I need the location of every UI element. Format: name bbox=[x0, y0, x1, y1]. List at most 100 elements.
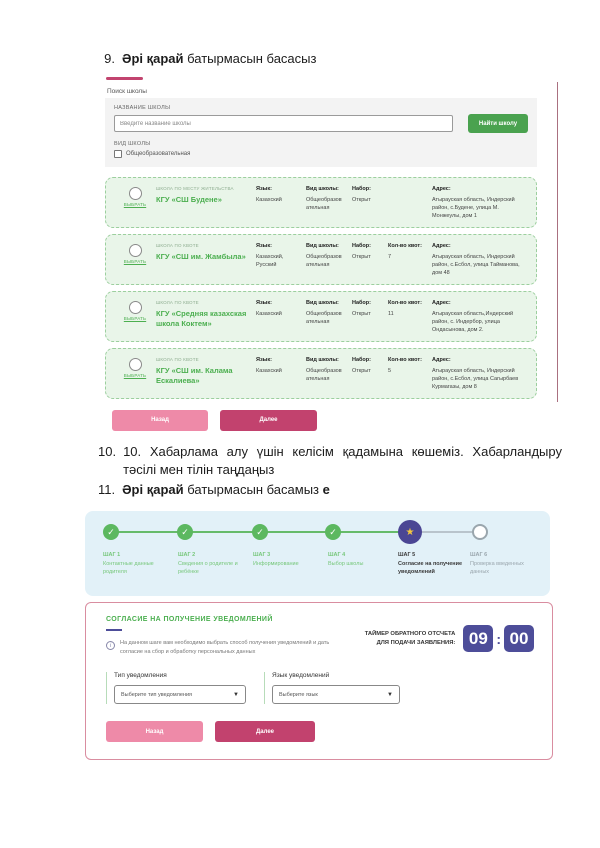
select-school-radio[interactable] bbox=[128, 300, 142, 314]
back-button[interactable]: Назад bbox=[106, 721, 203, 743]
item-plain-text: батырмасын басамыз bbox=[183, 482, 323, 498]
school-intake: Открыт bbox=[352, 367, 371, 374]
select-school-link[interactable]: ВЫБРАТЬ bbox=[123, 372, 147, 378]
consent-left: СОГЛАСИЕ НА ПОЛУЧЕНИЕ УВЕДОМЛЕНИЙ i На д… bbox=[106, 616, 344, 657]
col-header-quota: Кол-во квот: bbox=[388, 356, 422, 363]
col-header-intake: Набор: bbox=[352, 299, 371, 306]
star-icon: ★ bbox=[399, 521, 421, 544]
instruction-item-11: 11. Әрі қарай батырмасын басамыз е bbox=[98, 481, 560, 499]
col-header-lang: Язык: bbox=[256, 356, 272, 363]
col-header-lang: Язык: bbox=[256, 243, 272, 250]
item-bold-text: Әрі қарай bbox=[122, 51, 184, 66]
step-label: ШАГ 4 bbox=[328, 552, 346, 559]
school-tag: ШКОЛА ПО КВОТЕ bbox=[156, 299, 199, 305]
school-kind: Общеобразов ательная bbox=[306, 197, 342, 212]
school-address: Атырауская область, Индерский район, с.Е… bbox=[432, 254, 520, 276]
select-school-radio[interactable] bbox=[128, 357, 142, 371]
next-button[interactable]: Далее bbox=[220, 409, 317, 431]
school-name: КГУ «СШ им. Калама Ескалиева» bbox=[156, 365, 233, 385]
item-number: 9. bbox=[104, 51, 115, 66]
notification-type-dropdown[interactable]: Выберите тип уведомления ▼ bbox=[114, 685, 246, 705]
school-intake: Открыт bbox=[352, 197, 371, 204]
title-underline bbox=[106, 629, 122, 632]
step-label: ШАГ 5 bbox=[398, 552, 416, 559]
step-sublabel: Согласие на получение уведомлений bbox=[398, 561, 463, 576]
notification-language-dropdown[interactable]: Выберите язык ▼ bbox=[272, 685, 400, 705]
school-kind: Общеобразов ательная bbox=[306, 254, 342, 268]
school-lang: Казахский bbox=[256, 367, 282, 374]
select-school-link[interactable]: ВЫБРАТЬ bbox=[123, 202, 147, 208]
school-kind-label: ВИД ШКОЛЫ bbox=[114, 141, 151, 148]
check-icon: ✓ bbox=[325, 524, 341, 541]
instruction-item-9: 9. Әрі қарай батырмасын басасыз bbox=[98, 50, 560, 68]
select-school-radio[interactable] bbox=[128, 244, 142, 258]
item-bold-text: Әрі қарай bbox=[122, 482, 184, 498]
school-intake: Открыт bbox=[352, 310, 371, 317]
consent-info-text: На данном шаге вам необходимо выбрать сп… bbox=[120, 640, 330, 656]
timer-label: ТАЙМЕР ОБРАТНОГО ОТСЧЕТА ДЛЯ ПОДАЧИ ЗАЯВ… bbox=[365, 630, 456, 648]
item-plain-text: батырмасын басасыз bbox=[183, 51, 317, 66]
check-icon: ✓ bbox=[252, 524, 268, 541]
stepper-line-pending bbox=[410, 531, 482, 534]
dropdown-placeholder: Выберите тип уведомления bbox=[121, 691, 192, 698]
step-label: ШАГ 2 bbox=[178, 552, 196, 559]
quota-spacer bbox=[388, 184, 432, 221]
item-text: 10. Хабарлама алу үшін келісім қадамына … bbox=[123, 443, 562, 477]
school-search-screenshot: Поиск школы НАЗВАНИЕ ШКОЛЫ Найти школу В… bbox=[105, 77, 558, 431]
school-card: ВЫБРАТЬ ШКОЛА ПО МЕСТУ ЖИТЕЛЬСТВА КГУ «С… bbox=[105, 177, 537, 229]
school-kind: Общеобразов ательная bbox=[306, 310, 342, 325]
next-button[interactable]: Далее bbox=[215, 721, 315, 743]
tab-school-search[interactable]: Поиск школы bbox=[107, 88, 147, 96]
stepper-step-1: ШАГ 1 Контактные данные родителя bbox=[103, 552, 171, 577]
school-results-list: ВЫБРАТЬ ШКОЛА ПО МЕСТУ ЖИТЕЛЬСТВА КГУ «С… bbox=[105, 177, 537, 399]
wizard-stepper: ✓ ✓ ✓ ✓ ★ ШАГ 1 Контактные данные родите… bbox=[85, 511, 550, 597]
school-address: Атырауская область, Индерский район, с.Е… bbox=[432, 367, 519, 390]
item-text: Әрі қарай батырмасын басасыз bbox=[122, 50, 560, 68]
school-lang: Казахский, Русский bbox=[256, 254, 284, 268]
school-name: КГУ «Средняя казахская школа Коктем» bbox=[156, 308, 247, 329]
col-header-intake: Набор: bbox=[352, 186, 371, 193]
school-quota: 5 bbox=[388, 367, 392, 374]
school-card: ВЫБРАТЬ ШКОЛА ПО КВОТЕ КГУ «СШ им. Жамбы… bbox=[105, 234, 537, 285]
school-tag: ШКОЛА ПО КВОТЕ bbox=[156, 356, 199, 362]
step-sublabel: Сведения о родителе и ребёнке bbox=[178, 561, 238, 576]
school-kind: Общеобразов ательная bbox=[306, 367, 342, 382]
select-school-link[interactable]: ВЫБРАТЬ bbox=[123, 315, 147, 321]
school-lang: Казахский bbox=[256, 197, 282, 204]
col-header-lang: Язык: bbox=[256, 299, 272, 306]
step-label: ШАГ 3 bbox=[253, 552, 271, 559]
timer-colon: : bbox=[496, 630, 501, 647]
timer-label-line1: ТАЙМЕР ОБРАТНОГО ОТСЧЕТА bbox=[364, 630, 456, 637]
school-kind-checkbox-label: Общеобразовательная bbox=[126, 151, 191, 158]
step-sublabel: Контактные данные родителя bbox=[103, 561, 154, 576]
col-header-quota: Кол-во квот: bbox=[388, 299, 422, 306]
school-name-input[interactable] bbox=[114, 115, 453, 133]
col-header-kind: Вид школы: bbox=[306, 186, 339, 193]
screenshot-crop-edge bbox=[557, 82, 558, 403]
col-header-addr: Адрес: bbox=[432, 186, 451, 193]
col-header-quota: Кол-во квот: bbox=[388, 243, 422, 250]
pending-step-circle bbox=[472, 524, 488, 541]
select-school-link[interactable]: ВЫБРАТЬ bbox=[123, 259, 147, 265]
timer-seconds: 00 bbox=[504, 625, 534, 653]
col-header-kind: Вид школы: bbox=[306, 299, 339, 306]
school-intake: Открыт bbox=[352, 254, 371, 261]
col-header-lang: Язык: bbox=[256, 186, 272, 193]
consent-title: СОГЛАСИЕ НА ПОЛУЧЕНИЕ УВЕДОМЛЕНИЙ bbox=[106, 616, 273, 624]
notification-language-group: Язык уведомлений Выберите язык ▼ bbox=[264, 672, 400, 705]
school-kind-checkbox[interactable] bbox=[114, 150, 122, 159]
school-tag: ШКОЛА ПО КВОТЕ bbox=[156, 243, 199, 249]
back-button[interactable]: Назад bbox=[112, 409, 208, 431]
school-quota: 7 bbox=[388, 254, 392, 261]
col-header-addr: Адрес: bbox=[432, 243, 451, 250]
school-address: Атырауская область, Индерский район, с.Б… bbox=[432, 197, 515, 220]
col-header-kind: Вид школы: bbox=[306, 356, 339, 363]
step-sublabel: Информирование bbox=[253, 561, 299, 568]
find-school-button[interactable]: Найти школу bbox=[468, 114, 528, 134]
timer-minutes: 09 bbox=[463, 625, 494, 653]
chevron-down-icon: ▼ bbox=[233, 691, 239, 698]
select-school-radio[interactable] bbox=[128, 187, 142, 201]
consent-panel: СОГЛАСИЕ НА ПОЛУЧЕНИЕ УВЕДОМЛЕНИЙ i На д… bbox=[85, 602, 553, 761]
school-tag: ШКОЛА ПО МЕСТУ ЖИТЕЛЬСТВА bbox=[156, 186, 234, 192]
